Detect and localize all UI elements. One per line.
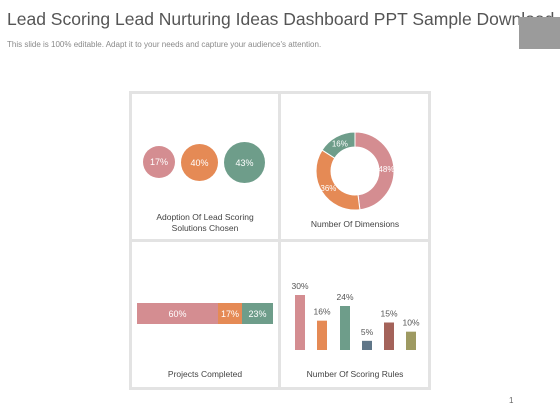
corner-decoration bbox=[519, 17, 560, 49]
projects-segment-60: 60% bbox=[137, 303, 218, 324]
projects-panel-label: Projects Completed bbox=[167, 369, 243, 379]
adoption-circle-43: 43% bbox=[224, 142, 265, 183]
adoption-circle-40: 40% bbox=[181, 144, 218, 181]
scoring-bar-label-1: 16% bbox=[313, 307, 330, 317]
scoring-panel-label: Number Of Scoring Rules bbox=[306, 369, 404, 379]
slide-subtitle: This slide is 100% editable. Adapt it to… bbox=[7, 40, 322, 49]
scoring-bar-label-3: 5% bbox=[361, 327, 374, 337]
adoption-panel-label: Adoption Of Lead Scoring Solutions Chose… bbox=[156, 212, 254, 233]
donut-slice-2 bbox=[321, 131, 356, 159]
scoring-bar-label-2: 24% bbox=[336, 292, 353, 302]
slide-title: Lead Scoring Lead Nurturing Ideas Dashbo… bbox=[7, 9, 555, 29]
donut-label-1: 36% bbox=[320, 184, 336, 193]
scoring-bar-label-4: 15% bbox=[380, 309, 397, 319]
donut-slice-1 bbox=[315, 149, 361, 211]
dimensions-panel-label: Number Of Dimensions bbox=[310, 219, 400, 229]
scoring-bar-0 bbox=[295, 295, 305, 350]
projects-segment-23: 23% bbox=[242, 303, 273, 324]
donut-label-2: 16% bbox=[332, 139, 348, 148]
horizontal-divider bbox=[129, 239, 431, 242]
scoring-bar-label-5: 10% bbox=[402, 318, 419, 328]
scoring-bar-3 bbox=[362, 340, 372, 350]
page-number: 1 bbox=[509, 396, 514, 405]
scoring-bar-5 bbox=[406, 331, 416, 350]
scoring-bar-1 bbox=[317, 320, 327, 350]
scoring-bar-2 bbox=[340, 306, 350, 350]
scoring-bar-label-0: 30% bbox=[291, 281, 308, 291]
donut-slice-0 bbox=[354, 131, 395, 211]
scoring-bar-4 bbox=[384, 322, 394, 350]
donut-label-0: 48% bbox=[378, 165, 394, 174]
projects-segment-17: 17% bbox=[218, 303, 242, 324]
adoption-circle-17: 17% bbox=[143, 146, 175, 178]
